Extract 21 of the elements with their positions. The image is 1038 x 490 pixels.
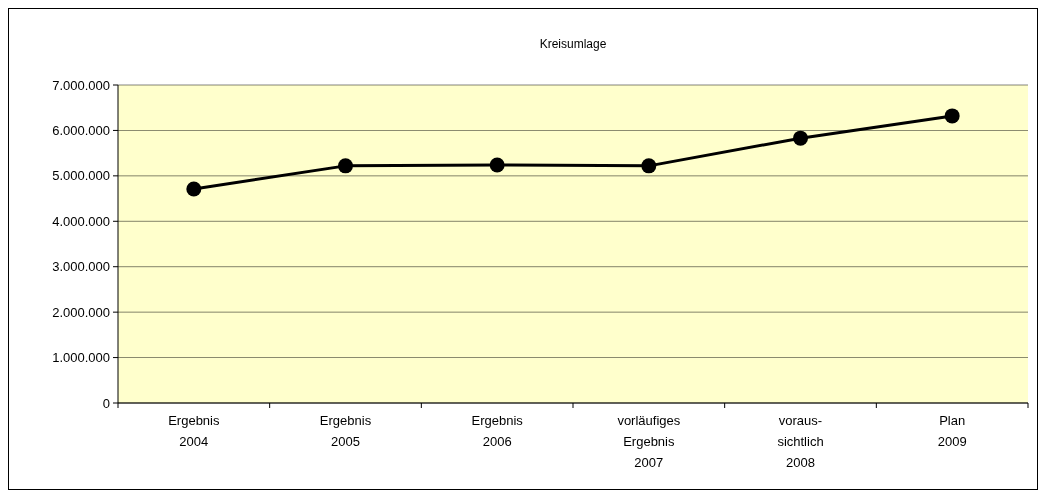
x-tick-label: Ergebnis 2005	[319, 413, 372, 449]
y-tick-label: 4.000.000	[52, 213, 110, 229]
x-tick-label: vorläufiges Ergebnis 2007	[617, 413, 681, 470]
y-tick-label: 0	[102, 395, 110, 411]
y-tick-label: 3.000.000	[52, 259, 110, 275]
x-tick-label: voraus- sichtlich 2008	[777, 413, 824, 470]
y-tick-label: 7.000.000	[52, 77, 110, 93]
point	[944, 108, 960, 124]
point	[186, 181, 202, 197]
x-tick-label: Plan 2009	[937, 413, 967, 449]
y-tick-label: 2.000.000	[52, 304, 110, 320]
y-tick-label: 5.000.000	[52, 168, 110, 184]
y-tick-label: 1.000.000	[52, 350, 110, 366]
point	[641, 158, 657, 174]
point	[338, 158, 353, 174]
x-tick-label: Ergebnis 2006	[471, 413, 524, 449]
x-tick-label: Ergebnis 2004	[168, 413, 220, 449]
chart-title: Kreisumlage	[539, 37, 607, 51]
point	[489, 157, 505, 173]
point	[793, 130, 808, 146]
y-tick-label: 6.000.000	[52, 122, 110, 138]
